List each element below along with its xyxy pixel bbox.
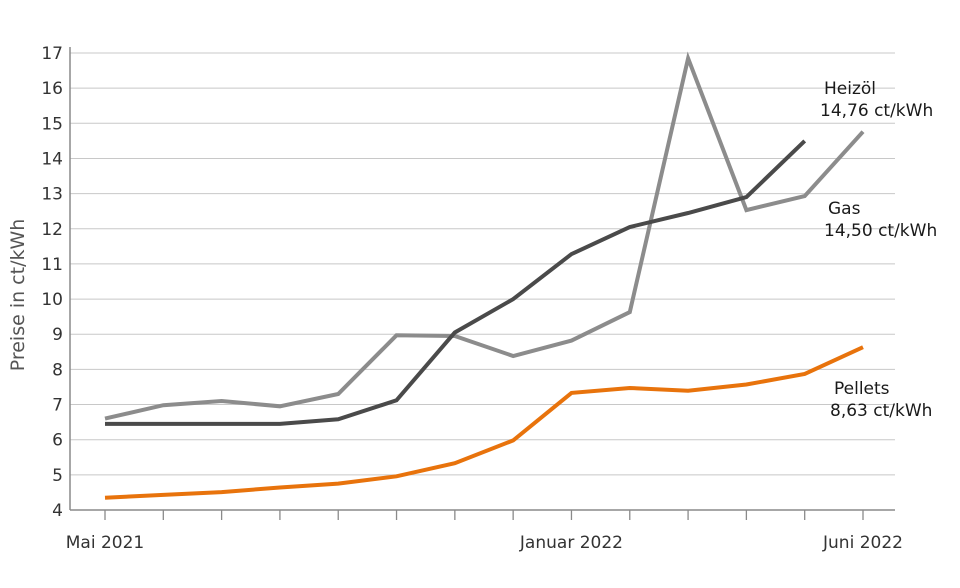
y-tick-label: 10 <box>41 290 63 310</box>
series-line-pellets <box>104 345 864 500</box>
series-lines <box>104 51 865 500</box>
axes: 4 5 6 7 8 9 10 11 12 13 14 15 16 17 Mai 2021 Januar 202… <box>41 44 903 553</box>
grid-lines <box>70 52 895 476</box>
series-line-heizl <box>104 51 865 421</box>
y-tick-label: 8 <box>52 360 63 380</box>
y-tick-label: 6 <box>52 431 63 451</box>
x-tick-label: Juni 2022 <box>822 533 903 553</box>
y-tick-label: 9 <box>52 325 63 345</box>
series-name-label: Heizöl <box>824 79 876 99</box>
series-value-label: 14,50 ct/kWh <box>824 221 937 241</box>
x-tick-label: Mai 2021 <box>66 533 144 553</box>
series-name-label: Gas <box>828 199 861 219</box>
y-tick-label: 7 <box>52 396 63 416</box>
series-line-gas <box>105 139 807 426</box>
y-tick-label: 14 <box>41 149 63 169</box>
series-name-label: Pellets <box>834 379 890 399</box>
x-tick-label: Januar 2022 <box>519 533 623 553</box>
y-tick-label: 17 <box>41 44 63 64</box>
y-tick-label: 5 <box>52 466 63 486</box>
series-value-label: 14,76 ct/kWh <box>820 101 933 121</box>
y-tick-label: 15 <box>41 114 63 134</box>
y-tick-label: 11 <box>41 255 63 275</box>
series-value-label: 8,63 ct/kWh <box>830 401 932 421</box>
y-tick-label: 12 <box>41 220 63 240</box>
y-tick-label: 16 <box>41 79 63 99</box>
y-tick-label: 4 <box>52 501 63 521</box>
y-tick-label: 13 <box>41 185 63 205</box>
y-axis-title: Preise in ct/kWh <box>7 219 29 372</box>
